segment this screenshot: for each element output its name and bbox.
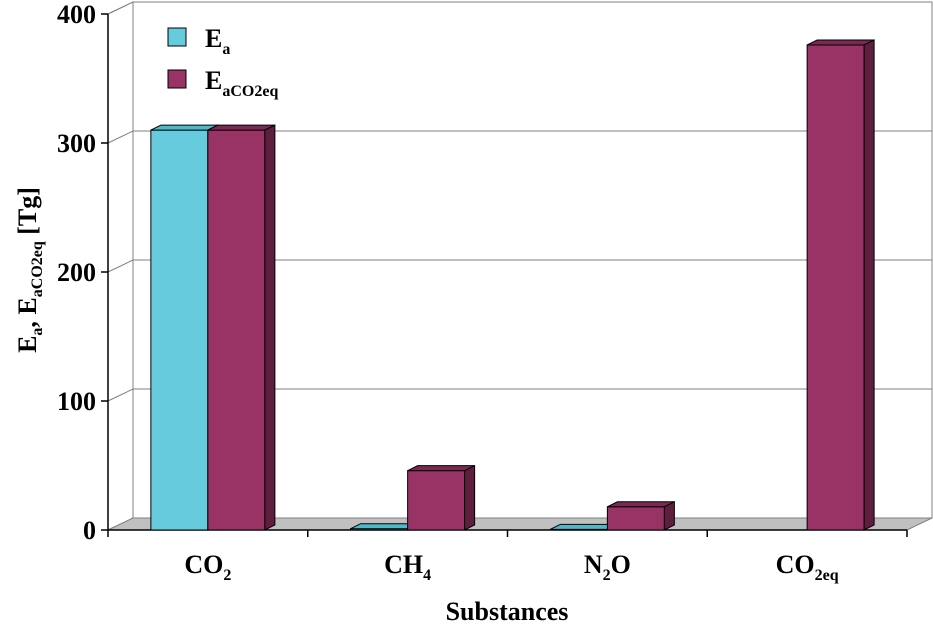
bar-side bbox=[863, 39, 875, 531]
x-category-label: CO2eq bbox=[776, 550, 839, 584]
x-category-base: CO bbox=[184, 550, 223, 579]
y-tick-label: 100 bbox=[57, 387, 96, 416]
y-tick-label: 0 bbox=[83, 516, 96, 545]
legend-label-sub: aCO2eq bbox=[222, 83, 278, 100]
y-axis-title-sub-a: a bbox=[29, 328, 46, 336]
bar-front bbox=[150, 129, 209, 531]
bar bbox=[606, 500, 675, 531]
x-category-sub: 4 bbox=[423, 567, 431, 584]
legend-label-sub: a bbox=[222, 41, 230, 58]
bar bbox=[207, 124, 276, 531]
y-axis-title-e: E bbox=[13, 336, 42, 353]
gridline-diagonal bbox=[107, 388, 134, 402]
bar-front bbox=[606, 506, 665, 531]
y-axis-title-mid: , E bbox=[13, 297, 42, 327]
x-category-base: CO bbox=[776, 550, 815, 579]
x-category-sub: 2 bbox=[223, 567, 231, 584]
x-category-tail: O bbox=[611, 550, 631, 579]
y-axis-title-sub-aco2eq: aCO2eq bbox=[29, 241, 46, 297]
x-category-sub: 2eq bbox=[815, 567, 839, 584]
x-category-sub: 2 bbox=[603, 567, 611, 584]
legend-label-base: E bbox=[205, 66, 222, 95]
legend-swatch bbox=[167, 27, 187, 47]
y-tick-label: 400 bbox=[57, 0, 96, 29]
bar-front bbox=[207, 129, 266, 531]
legend-label-base: E bbox=[205, 24, 222, 53]
legend-label: Ea bbox=[205, 24, 230, 58]
x-category-label: N2O bbox=[584, 550, 631, 584]
y-axis-ticks: 0 100 200 300 400 bbox=[57, 0, 109, 545]
y-axis-title-unit: [Tg] bbox=[13, 187, 42, 241]
bar-top bbox=[150, 124, 219, 131]
gridline-diagonal bbox=[107, 130, 134, 144]
bars bbox=[150, 39, 875, 531]
legend-label: EaCO2eq bbox=[205, 66, 278, 100]
gridline-diagonal bbox=[107, 1, 134, 15]
bar-side bbox=[264, 124, 276, 531]
x-axis-categories: CO2 CH4 N2O CO2eq bbox=[107, 530, 908, 584]
bar bbox=[806, 39, 875, 531]
gridline-diagonal bbox=[107, 259, 134, 273]
bar bbox=[407, 464, 476, 531]
y-tick-label: 200 bbox=[57, 258, 96, 287]
bar-front bbox=[407, 470, 466, 531]
legend-swatch bbox=[167, 69, 187, 89]
x-category-label: CO2 bbox=[184, 550, 231, 584]
x-category-base: CH bbox=[384, 550, 423, 579]
bar-top bbox=[607, 501, 675, 508]
bar-top bbox=[407, 465, 475, 472]
y-axis-title: Ea, EaCO2eq [Tg] bbox=[13, 187, 46, 353]
x-axis-title: Substances bbox=[446, 597, 569, 624]
bar-top bbox=[806, 39, 875, 46]
bar-top bbox=[207, 124, 276, 131]
x-category-label: CH4 bbox=[384, 550, 431, 584]
bar-front bbox=[806, 44, 865, 531]
x-category-base: N bbox=[584, 550, 603, 579]
bar-side bbox=[663, 500, 675, 531]
bar-side bbox=[464, 464, 476, 531]
y-tick-label: 300 bbox=[57, 129, 96, 158]
